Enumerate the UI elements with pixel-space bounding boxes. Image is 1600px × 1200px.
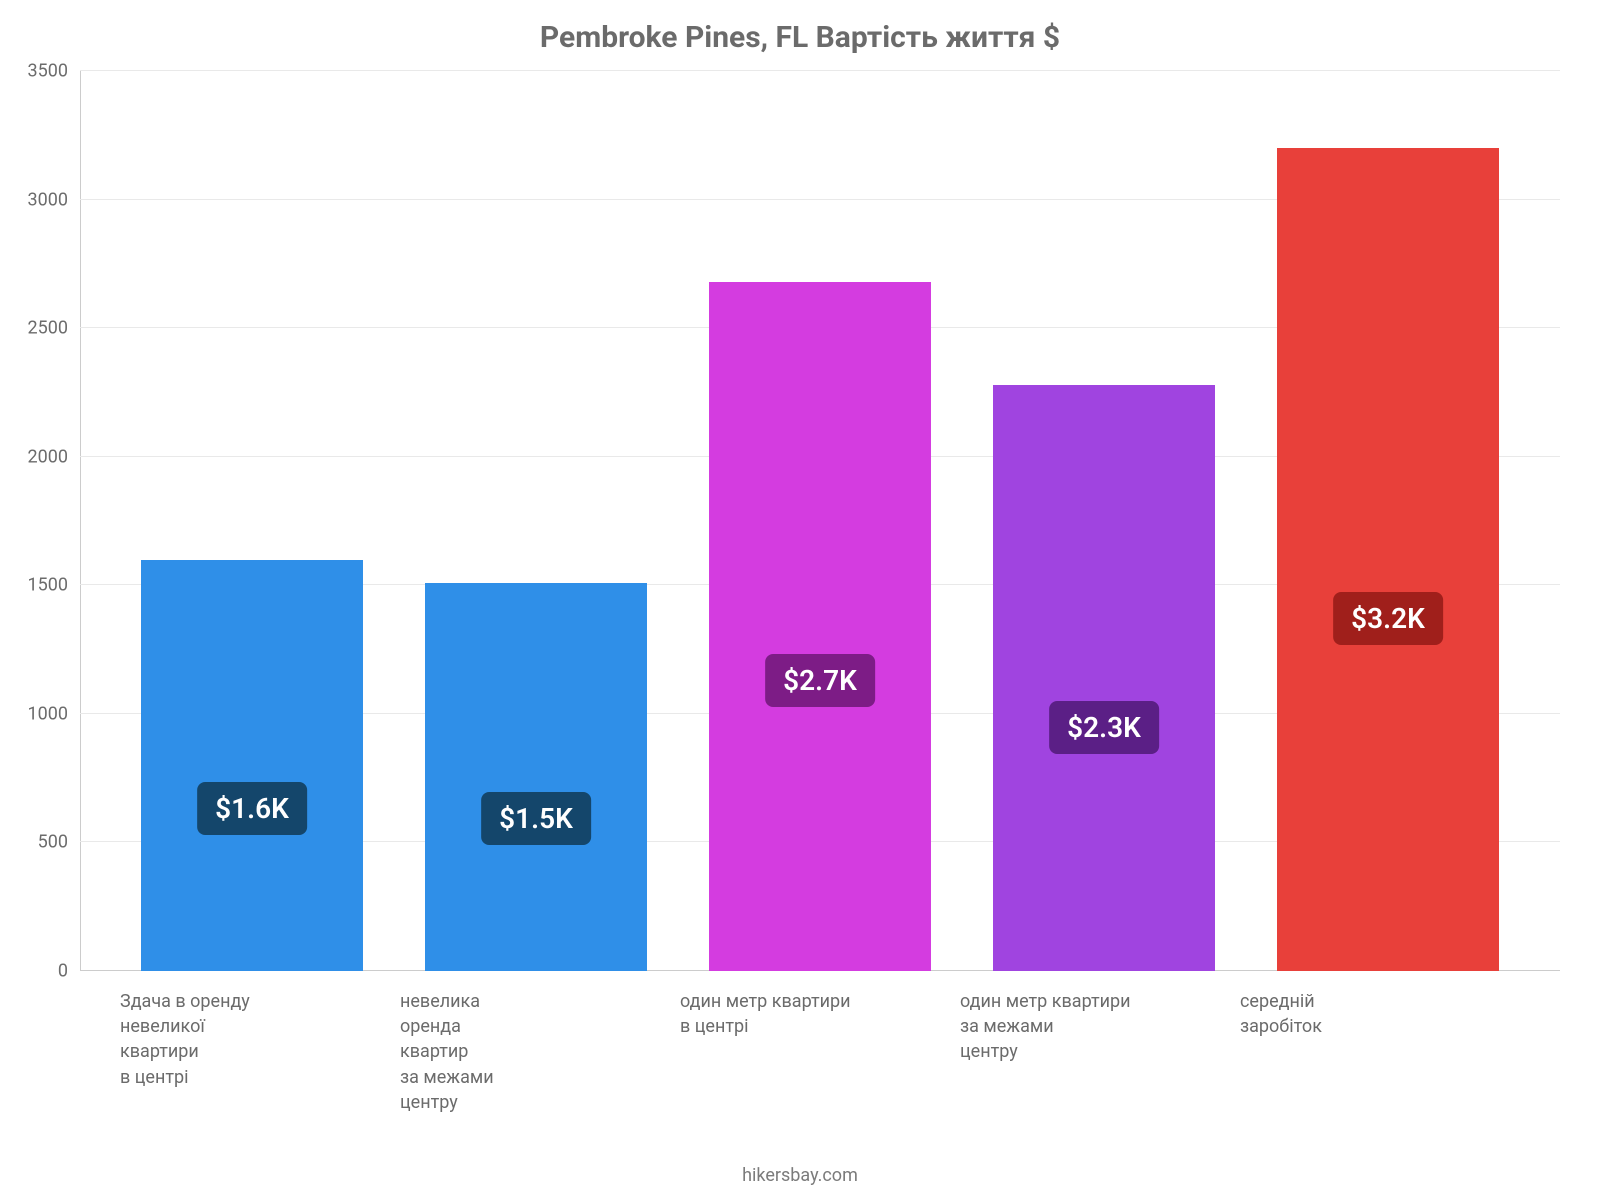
x-axis-label-line: невелика — [400, 989, 660, 1014]
y-tick-label: 500 — [18, 832, 68, 853]
y-tick-label: 1000 — [18, 703, 68, 724]
bar-slot: $3.2K — [1246, 71, 1530, 971]
y-tick-label: 3000 — [18, 189, 68, 210]
value-badge: $1.6K — [197, 782, 307, 835]
y-tick-label: 2000 — [18, 446, 68, 467]
x-axis-label-line: середній — [1240, 989, 1500, 1014]
bars-container: $1.6K $1.5K $2.7K $2.3K $3.2K — [80, 71, 1560, 971]
bar: $1.5K — [425, 583, 647, 971]
y-tick-label: 2500 — [18, 318, 68, 339]
chart-title: Pembroke Pines, FL Вартість життя $ — [60, 20, 1540, 55]
x-axis-label-line: за межами — [960, 1014, 1220, 1039]
attribution: hikersbay.com — [60, 1165, 1540, 1186]
x-axis-label-line: один метр квартири — [960, 989, 1220, 1014]
x-axis-label-line: один метр квартири — [680, 989, 940, 1014]
plot-area: 0500100015002000250030003500 $1.6K$1.5K$… — [80, 71, 1560, 971]
value-badge: $1.5K — [481, 792, 591, 845]
x-axis-label-line: в центрі — [120, 1065, 380, 1090]
x-axis-label-line: квартир — [400, 1039, 660, 1064]
x-axis-label-line: центру — [400, 1090, 660, 1115]
x-axis-label-line: заробіток — [1240, 1014, 1500, 1039]
x-axis-label: середнійзаробіток — [1230, 989, 1510, 1115]
x-axis-label: невеликаорендаквартирза межамицентру — [390, 989, 670, 1115]
bar: $2.7K — [709, 282, 931, 971]
x-axis-label: один метр квартириза межамицентру — [950, 989, 1230, 1115]
x-axis-label-line: оренда — [400, 1014, 660, 1039]
bar-slot: $2.3K — [962, 71, 1246, 971]
x-axis-label-line: квартири — [120, 1039, 380, 1064]
value-badge: $2.7K — [765, 654, 875, 707]
x-axis-label-line: в центрі — [680, 1014, 940, 1039]
value-badge: $2.3K — [1049, 701, 1159, 754]
cost-of-living-chart: Pembroke Pines, FL Вартість життя $ 0 500… — [0, 0, 1600, 1200]
x-axis-label-line: центру — [960, 1039, 1220, 1064]
bar: $3.2K — [1277, 148, 1499, 971]
y-tick-label: 0 — [18, 961, 68, 982]
x-axis-label-line: Здача в оренду — [120, 989, 380, 1014]
x-axis-label: один метр квартирив центрі — [670, 989, 950, 1115]
bar-slot: $1.5K — [394, 71, 678, 971]
bar-slot: $2.7K — [678, 71, 962, 971]
x-axis-labels: Здача в орендуневеликоїквартирив центрін… — [80, 971, 1540, 1115]
y-tick-label: 1500 — [18, 575, 68, 596]
bar-slot: $1.6K — [110, 71, 394, 971]
bar: $2.3K — [993, 385, 1215, 971]
x-axis-label: Здача в орендуневеликоїквартирив центрі — [110, 989, 390, 1115]
y-axis: 0500100015002000250030003500 — [20, 71, 76, 971]
y-tick-label: 3500 — [18, 61, 68, 82]
bar: $1.6K — [141, 560, 363, 971]
value-badge: $3.2K — [1333, 592, 1443, 645]
x-axis-label-line: невеликої — [120, 1014, 380, 1039]
x-axis-label-line: за межами — [400, 1065, 660, 1090]
